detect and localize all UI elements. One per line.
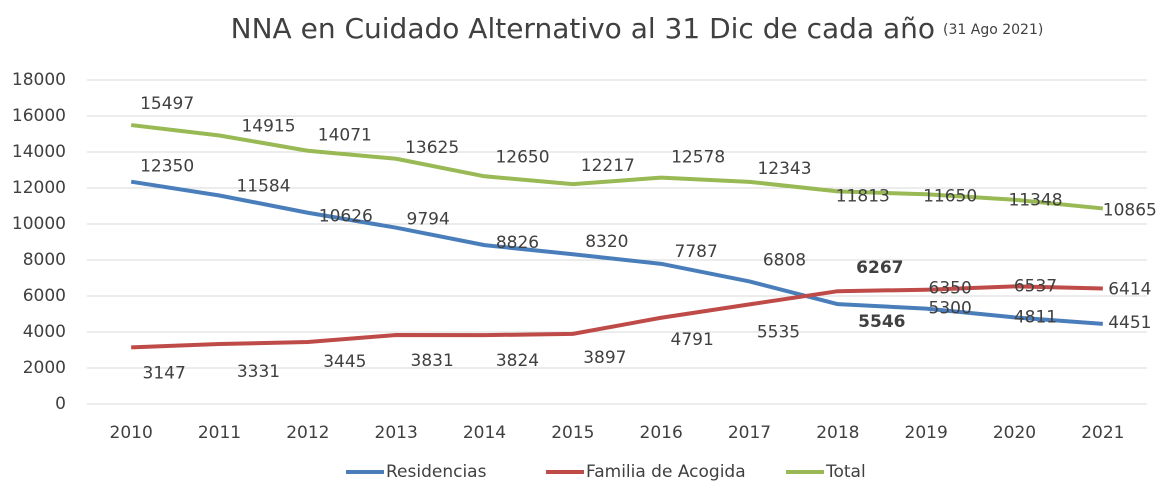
chart-subtitle: (31 Ago 2021): [943, 22, 1043, 38]
data-label: 3331: [237, 362, 280, 382]
y-tick-label: 10000: [12, 214, 66, 234]
x-tick-label: 2018: [816, 423, 859, 443]
x-tick-label: 2013: [375, 423, 418, 443]
x-tick-label: 2015: [551, 423, 594, 443]
data-label: 12343: [757, 159, 811, 179]
y-tick-label: 2000: [23, 358, 66, 378]
series-line: [131, 284, 1103, 350]
data-label: 12217: [581, 156, 635, 176]
chart-title-group: NNA en Cuidado Alternativo al 31 Dic de …: [231, 12, 1044, 45]
data-label: 6414: [1108, 280, 1151, 300]
y-tick-label: 16000: [12, 106, 66, 126]
data-label: 10626: [319, 207, 373, 227]
y-tick-label: 8000: [23, 250, 66, 270]
data-label: 6808: [763, 250, 806, 270]
data-label: 12578: [671, 148, 725, 168]
x-tick-label: 2019: [905, 423, 948, 443]
data-label: 11813: [836, 186, 890, 206]
y-tick-label: 14000: [12, 142, 66, 162]
x-tick-label: 2012: [286, 423, 329, 443]
x-tick-label: 2011: [198, 423, 241, 443]
data-label: 6350: [929, 279, 972, 299]
data-label: 4451: [1108, 313, 1151, 333]
data-label: 6267: [856, 258, 903, 278]
series-line: [130, 123, 1104, 211]
data-label: 3445: [323, 352, 366, 372]
data-label: 6537: [1014, 276, 1057, 296]
series-line: [130, 179, 1103, 326]
x-tick-label: 2017: [728, 423, 771, 443]
data-label: 5300: [929, 299, 972, 319]
x-tick-label: 2020: [993, 423, 1036, 443]
chart-title: NNA en Cuidado Alternativo al 31 Dic de …: [231, 12, 935, 45]
data-label: 13625: [405, 138, 459, 158]
legend-label: Total: [825, 462, 866, 482]
data-label: 9794: [407, 210, 450, 230]
data-label: 14071: [318, 126, 372, 146]
data-label: 12350: [140, 157, 194, 177]
y-tick-label: 6000: [23, 286, 66, 306]
data-label: 3824: [496, 351, 539, 371]
data-label: 8320: [585, 232, 628, 252]
data-label: 5546: [858, 312, 905, 332]
y-tick-label: 4000: [23, 322, 66, 342]
x-tick-label: 2021: [1081, 423, 1124, 443]
data-label: 3147: [143, 363, 186, 383]
data-label: 8826: [496, 233, 539, 253]
data-label: 3897: [583, 348, 626, 368]
data-label: 12650: [495, 147, 549, 167]
legend-label: Familia de Acogida: [586, 462, 746, 482]
y-tick-label: 0: [55, 394, 66, 414]
data-label: 7787: [675, 242, 718, 262]
y-tick-label: 12000: [12, 178, 66, 198]
data-label: 10865: [1103, 200, 1157, 220]
data-label: 11650: [923, 186, 977, 206]
data-label: 5535: [757, 322, 800, 342]
data-label: 4791: [671, 330, 714, 350]
x-tick-label: 2010: [110, 423, 153, 443]
data-label: 14915: [241, 117, 295, 137]
legend-label: Residencias: [386, 462, 487, 482]
x-tick-label: 2016: [640, 423, 683, 443]
data-label: 3831: [411, 351, 454, 371]
x-tick-label: 2014: [463, 423, 506, 443]
y-tick-label: 18000: [12, 70, 66, 90]
data-label: 4811: [1014, 307, 1057, 327]
data-label: 11584: [236, 176, 290, 196]
data-label: 15497: [140, 94, 194, 114]
data-label: 11348: [1008, 191, 1062, 211]
